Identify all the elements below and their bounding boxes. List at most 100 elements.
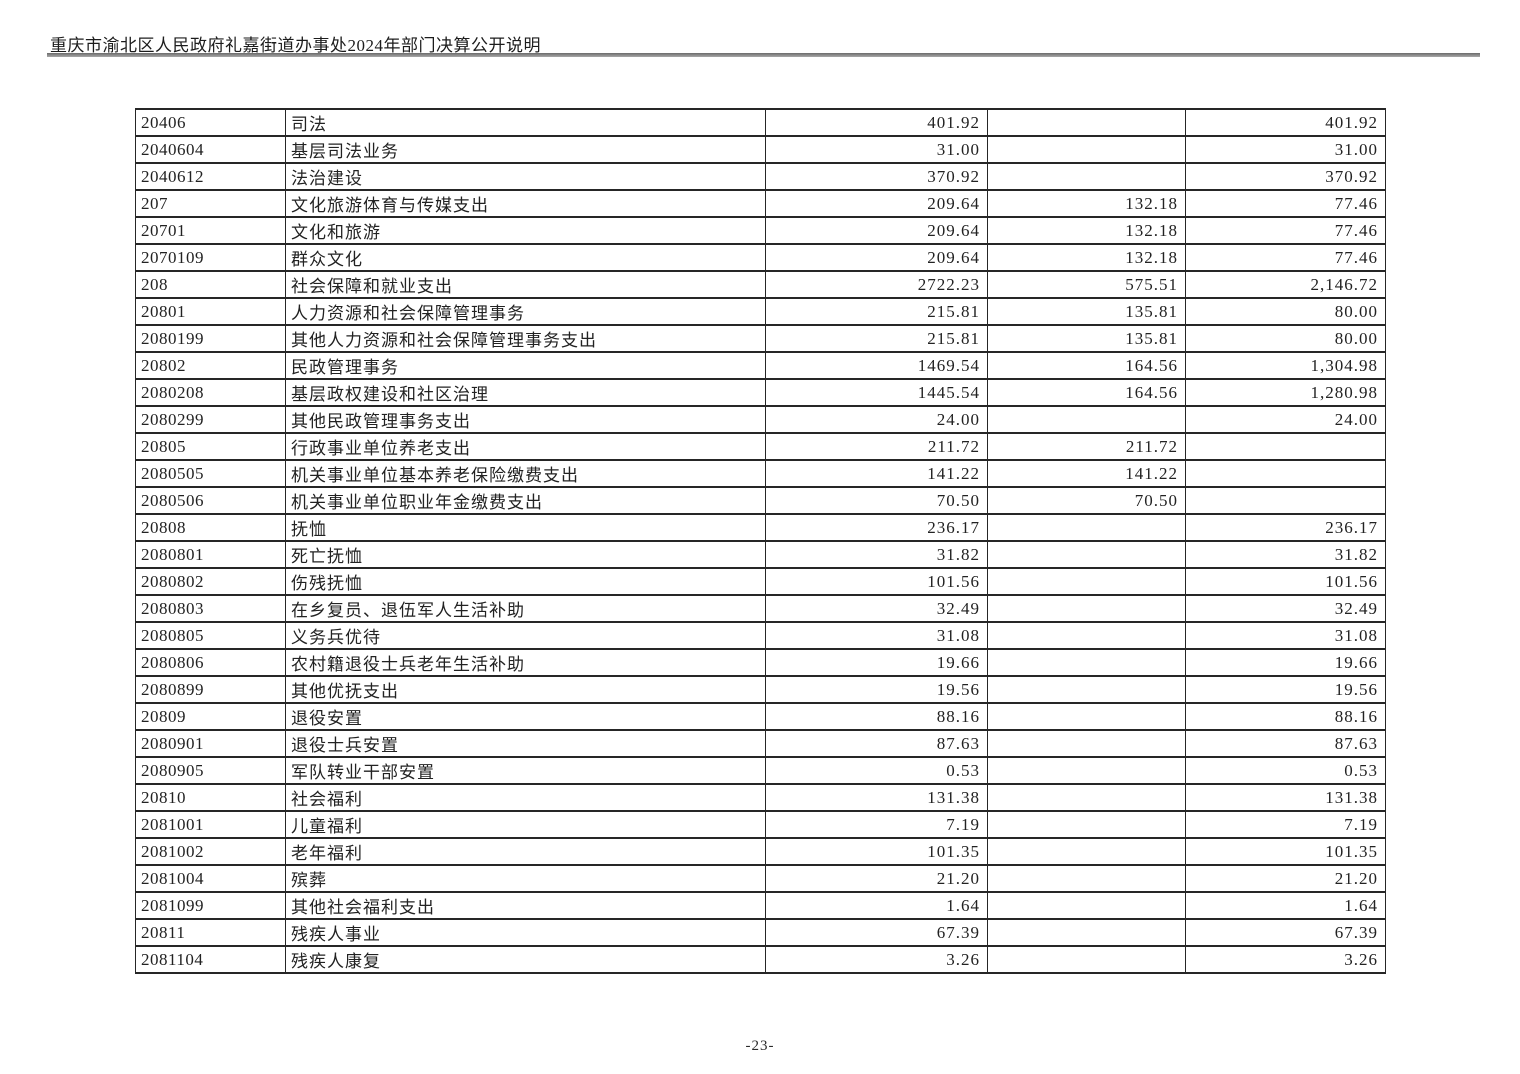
amount-cell-3: 31.08 [1185,621,1386,650]
amount-cell-2 [987,513,1186,542]
subject-name-cell: 群众文化 [285,243,766,272]
amount-cell-3: 21.20 [1185,864,1386,893]
amount-cell-1: 7.19 [765,810,988,839]
amount-cell-3: 88.16 [1185,702,1386,731]
subject-code-cell: 2080901 [135,729,286,758]
table-row: 20811 残疾人事业 67.39 67.39 [135,918,1386,947]
subject-code-cell: 20809 [135,702,286,731]
amount-cell-1: 31.00 [765,135,988,164]
amount-cell-2: 70.50 [987,486,1186,515]
subject-name-cell: 退役安置 [285,702,766,731]
table-row: 2081002 老年福利 101.35 101.35 [135,837,1386,866]
subject-code-cell: 20802 [135,351,286,380]
subject-name-cell: 行政事业单位养老支出 [285,432,766,461]
subject-name-cell: 抚恤 [285,513,766,542]
amount-cell-1: 236.17 [765,513,988,542]
amount-cell-3 [1185,432,1386,461]
subject-name-cell: 民政管理事务 [285,351,766,380]
subject-code-cell: 20406 [135,108,286,137]
table-row: 20808 抚恤 236.17 236.17 [135,513,1386,542]
subject-code-cell: 20810 [135,783,286,812]
amount-cell-2 [987,675,1186,704]
subject-code-cell: 20801 [135,297,286,326]
table-row: 2080803 在乡复员、退伍军人生活补助 32.49 32.49 [135,594,1386,623]
amount-cell-1: 131.38 [765,783,988,812]
table-row: 20809 退役安置 88.16 88.16 [135,702,1386,731]
subject-code-cell: 208 [135,270,286,299]
amount-cell-2: 575.51 [987,270,1186,299]
amount-cell-3: 401.92 [1185,108,1386,137]
amount-cell-2 [987,405,1186,434]
amount-cell-2: 141.22 [987,459,1186,488]
subject-name-cell: 儿童福利 [285,810,766,839]
subject-code-cell: 20811 [135,918,286,947]
amount-cell-2: 211.72 [987,432,1186,461]
amount-cell-3: 19.56 [1185,675,1386,704]
table-row: 2080802 伤残抚恤 101.56 101.56 [135,567,1386,596]
amount-cell-3 [1185,486,1386,515]
amount-cell-1: 209.64 [765,216,988,245]
table-row: 2081001 儿童福利 7.19 7.19 [135,810,1386,839]
amount-cell-2 [987,648,1186,677]
subject-name-cell: 司法 [285,108,766,137]
amount-cell-2 [987,891,1186,920]
amount-cell-1: 88.16 [765,702,988,731]
subject-code-cell: 2080806 [135,648,286,677]
amount-cell-3: 1,304.98 [1185,351,1386,380]
table-row: 2080801 死亡抚恤 31.82 31.82 [135,540,1386,569]
amount-cell-3: 19.66 [1185,648,1386,677]
amount-cell-1: 32.49 [765,594,988,623]
subject-code-cell: 2080299 [135,405,286,434]
amount-cell-2: 132.18 [987,189,1186,218]
subject-name-cell: 退役士兵安置 [285,729,766,758]
subject-name-cell: 社会保障和就业支出 [285,270,766,299]
subject-name-cell: 机关事业单位职业年金缴费支出 [285,486,766,515]
subject-code-cell: 2040604 [135,135,286,164]
table-row: 207 文化旅游体育与传媒支出 209.64 132.18 77.46 [135,189,1386,218]
amount-cell-1: 101.56 [765,567,988,596]
table-row: 2040612 法治建设 370.92 370.92 [135,162,1386,191]
amount-cell-2: 132.18 [987,243,1186,272]
amount-cell-3: 101.35 [1185,837,1386,866]
amount-cell-3: 101.56 [1185,567,1386,596]
subject-code-cell: 20808 [135,513,286,542]
amount-cell-1: 1445.54 [765,378,988,407]
amount-cell-3: 24.00 [1185,405,1386,434]
amount-cell-2: 164.56 [987,351,1186,380]
table-row: 20802 民政管理事务 1469.54 164.56 1,304.98 [135,351,1386,380]
amount-cell-1: 211.72 [765,432,988,461]
table-row: 20701 文化和旅游 209.64 132.18 77.46 [135,216,1386,245]
amount-cell-2 [987,945,1186,974]
subject-code-cell: 2080199 [135,324,286,353]
amount-cell-2 [987,162,1186,191]
subject-code-cell: 2081002 [135,837,286,866]
amount-cell-3: 0.53 [1185,756,1386,785]
subject-name-cell: 文化旅游体育与传媒支出 [285,189,766,218]
amount-cell-2 [987,540,1186,569]
subject-name-cell: 老年福利 [285,837,766,866]
amount-cell-1: 370.92 [765,162,988,191]
amount-cell-3: 1.64 [1185,891,1386,920]
table-row: 2080299 其他民政管理事务支出 24.00 24.00 [135,405,1386,434]
amount-cell-1: 215.81 [765,297,988,326]
subject-code-cell: 207 [135,189,286,218]
amount-cell-2 [987,108,1186,137]
table-row: 2080806 农村籍退役士兵老年生活补助 19.66 19.66 [135,648,1386,677]
amount-cell-3: 77.46 [1185,243,1386,272]
amount-cell-2 [987,864,1186,893]
amount-cell-3: 80.00 [1185,297,1386,326]
amount-cell-1: 87.63 [765,729,988,758]
amount-cell-1: 3.26 [765,945,988,974]
amount-cell-1: 141.22 [765,459,988,488]
amount-cell-2 [987,783,1186,812]
subject-name-cell: 死亡抚恤 [285,540,766,569]
subject-code-cell: 2080805 [135,621,286,650]
table-body: 20406 司法 401.92 401.92 2040604 基层司法业务 31.00 31.… [135,108,1386,974]
subject-code-cell: 2080803 [135,594,286,623]
subject-name-cell: 在乡复员、退伍军人生活补助 [285,594,766,623]
table-row: 208 社会保障和就业支出 2722.23 575.51 2,146.72 [135,270,1386,299]
subject-code-cell: 2080506 [135,486,286,515]
subject-name-cell: 伤残抚恤 [285,567,766,596]
amount-cell-1: 31.08 [765,621,988,650]
